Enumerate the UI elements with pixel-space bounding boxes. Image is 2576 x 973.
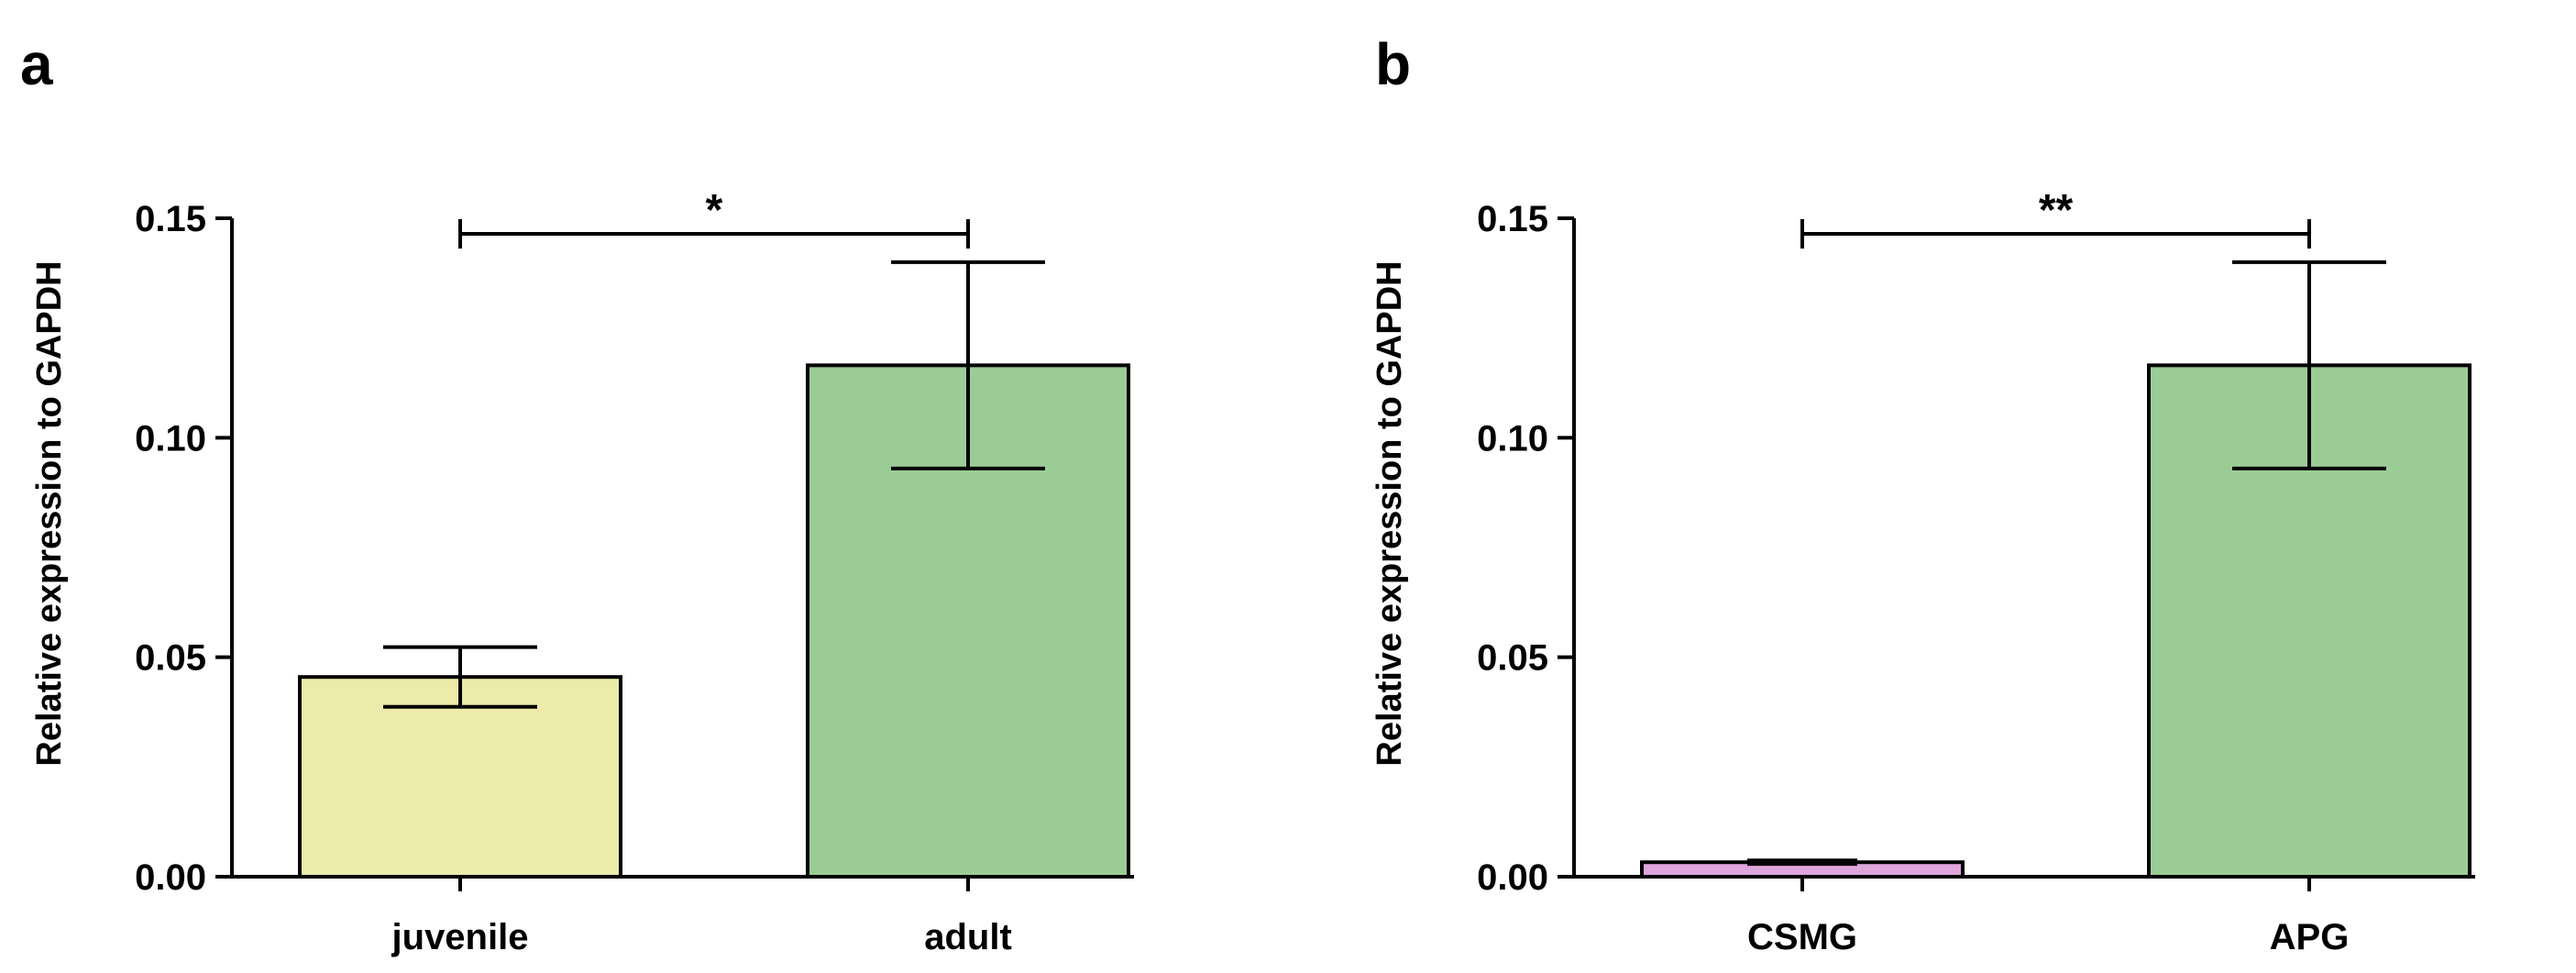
y-axis-title-b: Relative expression to GAPDH <box>1371 260 1409 766</box>
significance-label: * <box>706 186 723 235</box>
x-tick-label-juvenile: juvenile <box>391 917 529 957</box>
y-tick-label: 0.10 <box>1477 418 1548 459</box>
x-tick-label-CSMG: CSMG <box>1747 917 1857 957</box>
y-tick-label: 0.00 <box>1477 857 1548 898</box>
chart-panel-b: b Relative expression to GAPDH 0.00 0.05 0… <box>1371 31 2475 957</box>
chart-panel-a: a Relative expression to GAPDH 0.00 0.05 0… <box>20 31 1134 957</box>
panel-letter-b: b <box>1375 31 1411 97</box>
panel-letter-a: a <box>20 31 53 97</box>
y-tick-label: 0.15 <box>1477 199 1548 239</box>
x-tick-label-APG: APG <box>2270 917 2350 957</box>
y-tick-label: 0.00 <box>135 857 206 898</box>
y-tick-label: 0.15 <box>135 199 206 239</box>
y-axis-title-a: Relative expression to GAPDH <box>30 260 69 766</box>
x-tick-label-adult: adult <box>924 917 1012 957</box>
y-tick-label: 0.05 <box>135 638 206 679</box>
significance-label: ** <box>2039 186 2074 235</box>
y-tick-label: 0.10 <box>135 418 206 459</box>
y-tick-label: 0.05 <box>1477 638 1548 679</box>
